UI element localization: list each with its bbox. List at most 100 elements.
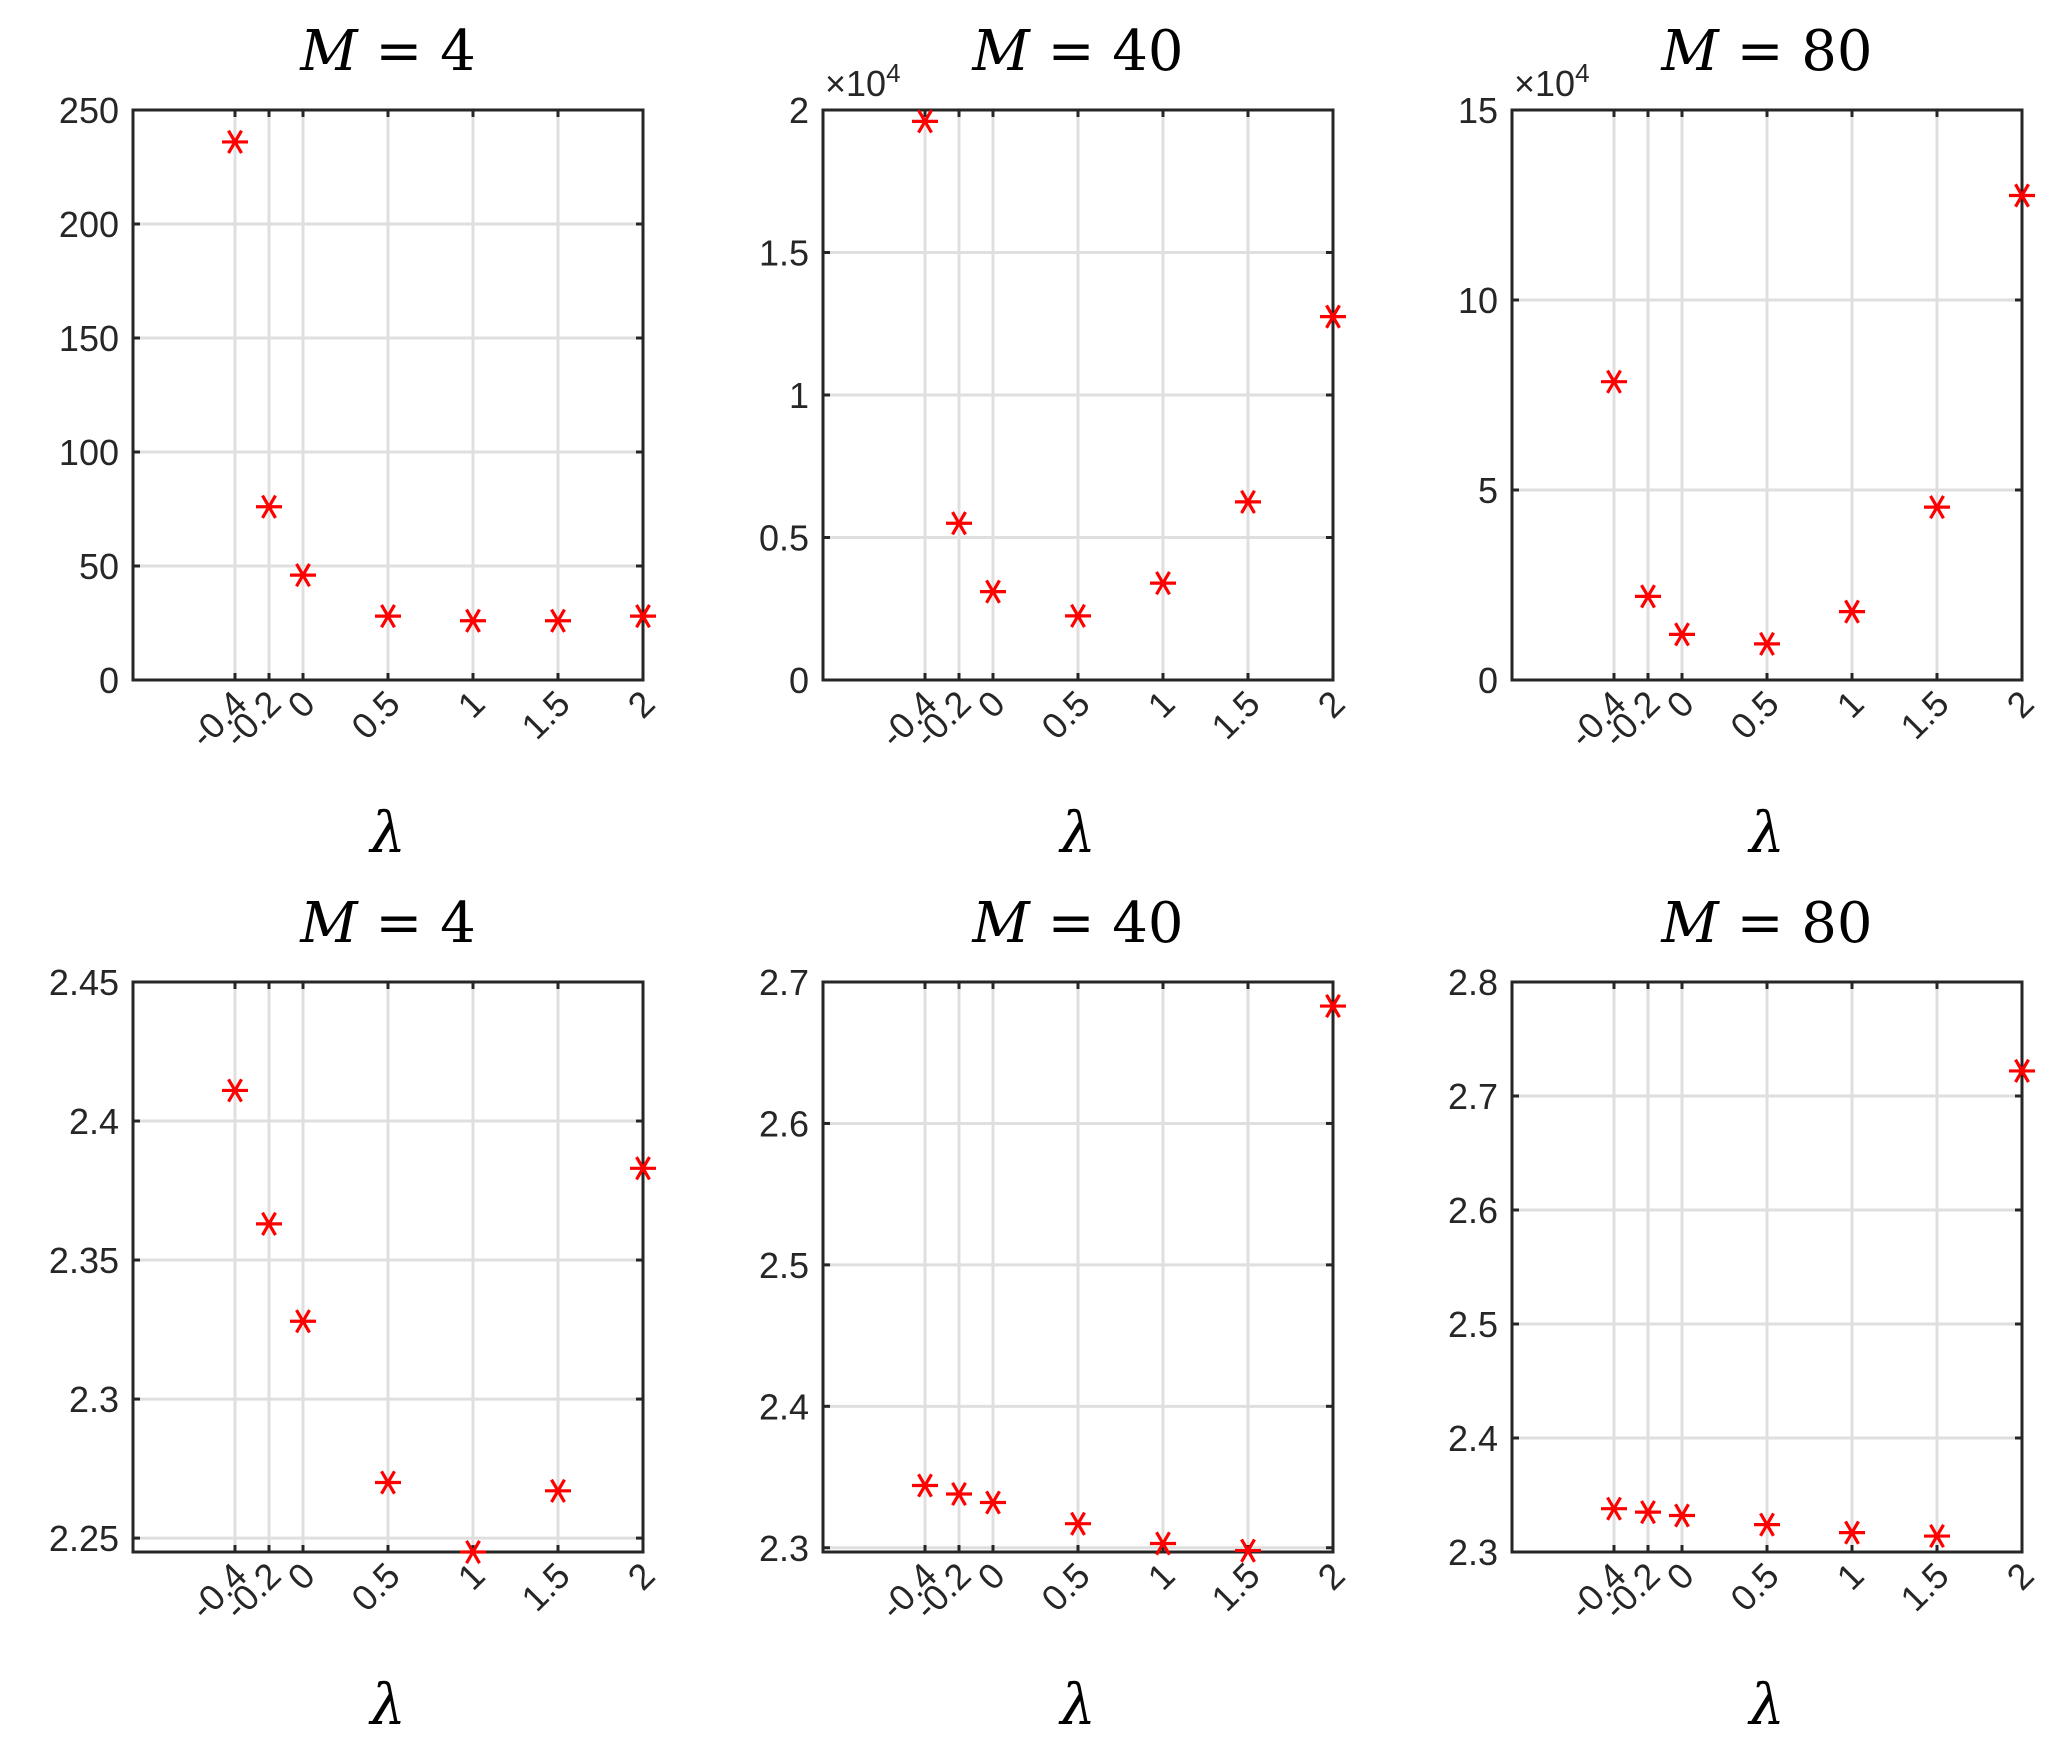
data-point xyxy=(980,1490,1006,1515)
x-tick-label: 1.5 xyxy=(1203,683,1267,747)
x-tick-label: 0 xyxy=(280,683,323,726)
data-point xyxy=(1320,304,1346,329)
marker-stroke xyxy=(1240,1538,1256,1563)
marker-stroke xyxy=(261,1211,277,1236)
data-point xyxy=(375,604,401,629)
x-tick-label: 0.5 xyxy=(1033,1555,1097,1619)
y-tick-label: 50 xyxy=(79,546,119,587)
marker-stroke xyxy=(1070,603,1086,628)
x-tick-label: 1 xyxy=(1140,683,1183,726)
x-axis-label: λ xyxy=(368,1673,406,1738)
chart-title: M = 4 xyxy=(299,891,476,956)
y-tick-label: 250 xyxy=(59,90,119,131)
x-axis-label: λ xyxy=(1747,1673,1785,1738)
marker-stroke xyxy=(1070,1511,1086,1536)
marker-stroke xyxy=(951,1482,967,1506)
y-tick-label: 2.4 xyxy=(69,1101,119,1142)
data-point xyxy=(256,1211,282,1236)
y-tick-label: 2 xyxy=(789,90,809,131)
data-point xyxy=(1150,1531,1176,1556)
x-tick-label: 0 xyxy=(280,1555,323,1598)
data-point xyxy=(630,604,656,629)
chart-2: 00.511.52-0.4-0.20 0.5 1 1.5 2×104 M = 40λ xyxy=(759,19,1353,866)
x-tick-label: 0 xyxy=(970,683,1013,726)
marker-stroke xyxy=(951,511,967,536)
data-point xyxy=(2009,1058,2035,1083)
marker-stroke xyxy=(1640,1500,1656,1525)
marker-stroke xyxy=(227,129,243,154)
data-point xyxy=(1839,1520,1865,1545)
data-point xyxy=(1635,584,1661,609)
chart-6: 2.32.42.52.62.72.8-0.4-0.20 0.5 1 1.5 2M = 8… xyxy=(1448,891,2042,1738)
x-tick-label: 1 xyxy=(1140,1555,1183,1598)
marker-stroke xyxy=(2014,183,2030,208)
data-point xyxy=(1235,1538,1261,1563)
y-tick-label: 2.4 xyxy=(1448,1418,1498,1459)
x-tick-label: 0.5 xyxy=(343,1555,407,1619)
marker-stroke xyxy=(1929,1524,1945,1549)
x-tick-label: 1 xyxy=(450,1555,493,1598)
data-point xyxy=(222,1078,248,1103)
chart-title: M = 80 xyxy=(1660,891,1872,956)
data-point xyxy=(1669,1503,1695,1528)
y-tick-label: 2.7 xyxy=(759,962,809,1003)
y-tick-label: 1.5 xyxy=(759,233,809,274)
y-tick-label: 2.6 xyxy=(1448,1190,1498,1231)
y-tick-label: 10 xyxy=(1458,280,1498,321)
y-tick-label: 2.4 xyxy=(759,1386,809,1427)
marker-stroke xyxy=(985,1490,1001,1515)
y-tick-label: 2.25 xyxy=(49,1518,119,1559)
marker-stroke xyxy=(1759,631,1775,656)
y-tick-label: 5 xyxy=(1478,470,1498,511)
x-axis-label: λ xyxy=(1747,801,1785,866)
x-tick-label: 0.5 xyxy=(1722,1555,1786,1619)
x-tick-label: 0 xyxy=(970,1555,1013,1598)
data-point xyxy=(1601,1496,1627,1521)
x-tick-label: 0.5 xyxy=(343,683,407,747)
marker-stroke xyxy=(917,109,933,134)
x-tick-label: 2 xyxy=(620,683,663,726)
data-point xyxy=(2009,183,2035,208)
marker-stroke xyxy=(2014,1058,2030,1083)
chart-title: M = 80 xyxy=(1660,19,1872,84)
x-tick-label: 0.5 xyxy=(1722,683,1786,747)
y-tick-label: 2.3 xyxy=(1448,1532,1498,1573)
marker-stroke xyxy=(1844,1520,1860,1545)
x-tick-label: 0 xyxy=(1659,683,1702,726)
x-tick-label: 2 xyxy=(1310,1555,1353,1598)
marker-stroke xyxy=(1325,994,1341,1019)
x-tick-label: 0.5 xyxy=(1033,683,1097,747)
y-tick-label: 2.3 xyxy=(69,1379,119,1420)
y-tick-label: 100 xyxy=(59,432,119,473)
x-tick-label: 1.5 xyxy=(1203,1555,1267,1619)
x-axis-label: λ xyxy=(1058,801,1096,866)
data-point xyxy=(460,1540,486,1564)
marker-stroke xyxy=(1640,584,1656,609)
y-tick-label: 0.5 xyxy=(759,518,809,559)
marker-stroke xyxy=(1759,1512,1775,1537)
data-point xyxy=(460,608,486,633)
y-tick-label: 2.7 xyxy=(1448,1076,1498,1117)
data-point xyxy=(545,1478,571,1503)
marker-stroke xyxy=(1844,599,1860,624)
x-tick-label: 1.5 xyxy=(513,683,577,747)
x-tick-label: 1.5 xyxy=(513,1555,577,1619)
marker-stroke xyxy=(295,1309,311,1334)
marker-stroke xyxy=(261,494,277,519)
marker-stroke xyxy=(1929,495,1945,520)
x-axis-label: λ xyxy=(1058,1673,1096,1738)
y-tick-label: 2.45 xyxy=(49,962,119,1003)
marker-stroke xyxy=(380,604,396,629)
marker-stroke xyxy=(550,1478,566,1503)
y-tick-label: 200 xyxy=(59,204,119,245)
x-tick-label: 1 xyxy=(1829,1555,1872,1598)
marker-stroke xyxy=(635,604,651,629)
data-point xyxy=(1320,994,1346,1019)
data-point xyxy=(1839,599,1865,624)
data-point xyxy=(946,1482,972,1506)
data-point xyxy=(1669,622,1695,647)
x-axis-label: λ xyxy=(368,801,406,866)
marker-stroke xyxy=(1606,1496,1622,1521)
